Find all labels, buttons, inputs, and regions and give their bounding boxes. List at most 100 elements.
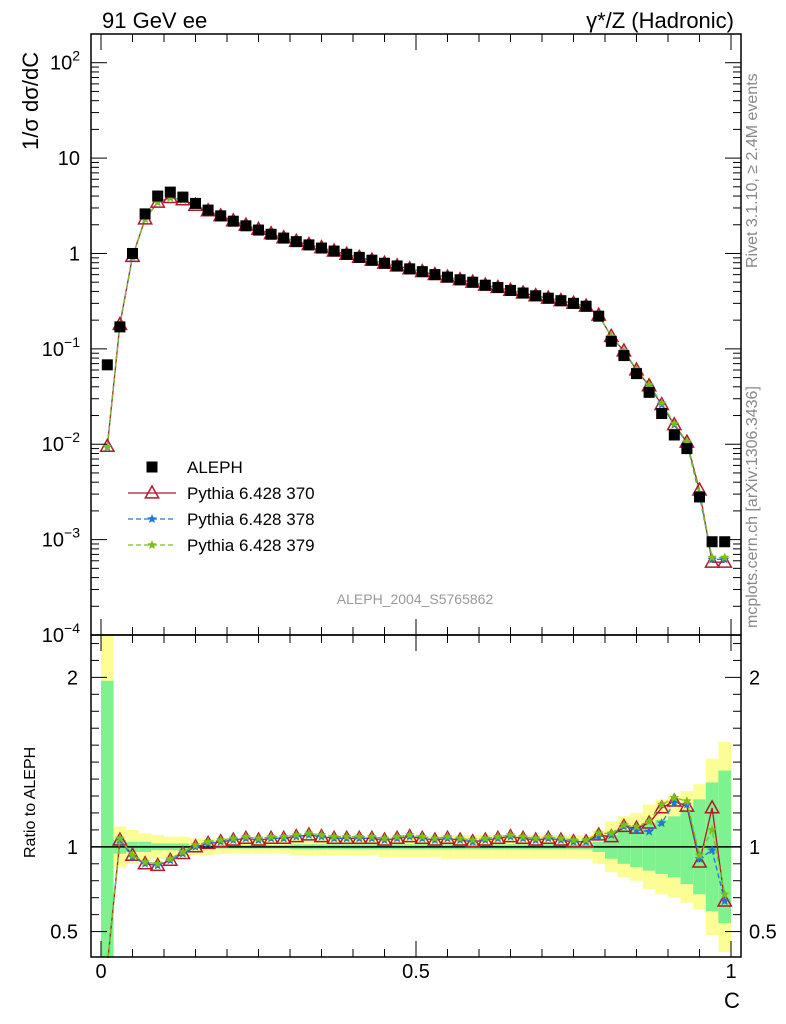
ratio-point-3 bbox=[392, 831, 402, 841]
ratio-y-tick-label-right: 2 bbox=[749, 667, 760, 689]
ratio-y-tick-label: 0.5 bbox=[50, 922, 78, 944]
ratio-point-3 bbox=[493, 831, 503, 841]
main-plot bbox=[99, 186, 733, 568]
legend-label: ALEPH bbox=[187, 458, 243, 477]
data-point bbox=[328, 245, 340, 257]
data-point bbox=[366, 254, 378, 266]
main-y-tick-label: 10−3 bbox=[42, 525, 80, 552]
ratio-point-3 bbox=[719, 889, 730, 899]
ratio-point-3 bbox=[379, 833, 390, 843]
ratio-y-tick-label-right: 1 bbox=[749, 837, 760, 859]
mc-point-1 bbox=[716, 553, 733, 568]
data-point bbox=[643, 386, 655, 398]
data-point bbox=[202, 204, 214, 216]
ratio-point-3 bbox=[556, 833, 566, 843]
ratio-point-3 bbox=[291, 830, 302, 839]
ratio-point-3 bbox=[203, 836, 213, 846]
ratio-y-tick-label-right: 0.5 bbox=[749, 922, 777, 944]
ratio-point-3 bbox=[190, 840, 201, 850]
ratio-point-1 bbox=[678, 797, 695, 812]
ratio-point-3 bbox=[694, 850, 705, 860]
data-point bbox=[379, 257, 390, 269]
ratio-point-2 bbox=[631, 824, 642, 834]
legend-marker bbox=[144, 484, 160, 499]
data-point bbox=[681, 443, 693, 455]
ratio-point-2 bbox=[656, 818, 667, 828]
data-point bbox=[467, 276, 479, 288]
mc-point-3 bbox=[656, 398, 667, 408]
ratio-point-2 bbox=[644, 826, 654, 836]
data-point bbox=[127, 247, 138, 259]
data-point bbox=[316, 242, 327, 254]
data-point bbox=[454, 274, 466, 286]
mc-point-1 bbox=[704, 553, 721, 568]
right-title: γ*/Z (Hadronic) bbox=[586, 8, 734, 33]
data-point bbox=[341, 248, 353, 260]
ratio-point-3 bbox=[266, 831, 276, 841]
series-line-1 bbox=[106, 196, 725, 563]
data-point bbox=[139, 208, 151, 220]
ratio-point-3 bbox=[606, 828, 617, 838]
mc-point-3 bbox=[669, 418, 680, 428]
legend-label: Pythia 6.428 379 bbox=[187, 536, 315, 555]
ratio-point-2 bbox=[593, 831, 604, 841]
ratio-point-2 bbox=[694, 853, 705, 863]
data-point bbox=[593, 310, 605, 322]
mc-point-3 bbox=[102, 441, 113, 451]
ratio-point-3 bbox=[304, 828, 314, 838]
main-y-axis-label: 1/σ dσ/dC bbox=[18, 51, 43, 150]
data-point bbox=[227, 215, 239, 227]
ratio-point-3 bbox=[619, 819, 629, 829]
ratio-point-3 bbox=[518, 831, 528, 841]
ratio-point-3 bbox=[215, 835, 226, 845]
ratio-point-3 bbox=[581, 835, 591, 845]
ratio-point-3 bbox=[241, 831, 251, 841]
ratio-point-3 bbox=[593, 828, 604, 838]
ratio-point-3 bbox=[530, 833, 541, 843]
data-point bbox=[530, 290, 542, 302]
ratio-point-3 bbox=[568, 835, 579, 845]
data-point bbox=[605, 335, 617, 347]
ratio-point-3 bbox=[329, 831, 339, 841]
ratio-point-3 bbox=[442, 831, 453, 841]
ratio-point-2 bbox=[707, 845, 717, 855]
data-point bbox=[505, 284, 516, 296]
legend-label: Pythia 6.428 370 bbox=[187, 484, 315, 503]
data-point bbox=[164, 186, 176, 198]
ratio-point-3 bbox=[354, 831, 365, 841]
data-point bbox=[542, 292, 554, 304]
ratio-clip-cover bbox=[92, 958, 740, 988]
left-title: 91 GeV ee bbox=[102, 8, 208, 33]
main-y-tick-label: 10 bbox=[58, 148, 80, 170]
ratio-y-tick-label: 1 bbox=[67, 837, 78, 859]
ratio-point-3 bbox=[140, 857, 150, 867]
data-point bbox=[668, 429, 680, 441]
data-point bbox=[353, 251, 365, 263]
ratio-point-3 bbox=[228, 833, 239, 843]
data-point bbox=[290, 236, 302, 248]
data-point bbox=[568, 297, 579, 309]
data-point bbox=[240, 220, 252, 232]
ratio-point-3 bbox=[644, 816, 654, 826]
ratio-point-3 bbox=[682, 796, 692, 806]
data-point bbox=[719, 536, 731, 548]
data-point bbox=[656, 408, 668, 420]
mc-point-3 bbox=[152, 197, 163, 207]
data-point bbox=[442, 271, 453, 283]
data-point bbox=[492, 281, 504, 293]
data-point bbox=[555, 295, 567, 307]
ratio-point-1 bbox=[704, 799, 721, 814]
ratio-y-tick-label: 2 bbox=[67, 667, 78, 689]
ratio-point-3 bbox=[656, 799, 667, 809]
legend-marker bbox=[147, 514, 157, 523]
data-point bbox=[391, 260, 403, 272]
ratio-point-3 bbox=[455, 833, 465, 843]
data-point bbox=[114, 321, 126, 333]
x-tick-label: 0 bbox=[95, 961, 106, 983]
ratio-point-3 bbox=[115, 833, 125, 843]
ratio-point-3 bbox=[253, 833, 264, 843]
data-point bbox=[177, 191, 189, 203]
rivet-label: Rivet 3.1.10, ≥ 2.4M events bbox=[744, 73, 761, 268]
data-point bbox=[479, 279, 491, 291]
ratio-point-3 bbox=[341, 831, 352, 841]
